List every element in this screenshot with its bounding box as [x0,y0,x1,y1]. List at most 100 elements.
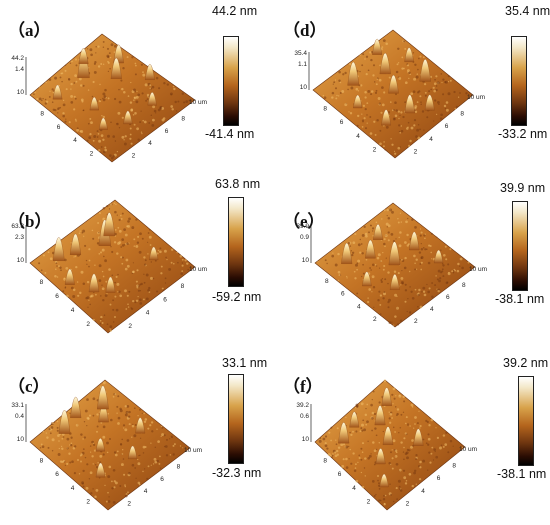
x-tick-label: 8 [181,115,185,122]
x-tick-label: 2 [414,148,418,155]
y-tick-label: 2 [86,498,90,505]
z-tick-label: 0.9 [300,234,309,241]
surface-peak [382,426,394,445]
x-axis-unit: 10 um [189,99,207,106]
color-scale-min: -41.4 nm [205,127,255,141]
x-tick-label: 4 [430,306,434,313]
color-scale-min: -38.1 nm [497,467,547,481]
surface-peak [123,110,133,125]
color-scale-bar [223,36,239,126]
surface-mesh [29,379,191,511]
z-tick-label: 44.2 [11,55,24,62]
z-tick-label: 10 [17,436,25,443]
panel-label: （c） [8,377,50,396]
z-tick-label: 39.9 [296,223,309,230]
y-tick-label: 8 [40,458,44,465]
y-tick-label: 4 [71,307,75,314]
surface-peak [373,224,383,240]
color-scale-min: -59.2 nm [212,290,262,304]
afm-surface-plot: 44.2 1.4 10 2 4 6 8 2 4 6 8 10 um [11,33,207,163]
surface-peak [78,48,89,64]
z-tick-label: 63.8 [11,223,24,230]
x-tick-label: 6 [165,128,169,135]
x-tick-label: 6 [160,476,164,483]
afm-surface-plot: 39.2 0.6 10 2 4 6 8 2 4 6 8 10 um [296,379,477,511]
x-tick-label: 4 [421,488,425,495]
panel-f: （f） 39.2 0.6 10 2 4 6 8 2 4 6 8 10 um 39.2 nm -38.1… [275,350,550,525]
panel-a: （a） 44.2 1.4 10 2 4 6 8 2 4 6 8 10 um 44.2 nm -41.4… [0,0,275,175]
color-scale-min: -38.1 nm [495,292,545,306]
x-tick-label: 4 [146,310,150,317]
surface-peak [144,64,155,80]
x-tick-label: 6 [163,296,167,303]
surface-peak [58,410,71,434]
y-tick-label: 2 [86,321,90,328]
panel-label: （b） [8,212,52,231]
color-scale-bar [511,36,527,126]
z-tick-label: 2.3 [15,234,24,241]
y-tick-label: 2 [373,316,377,323]
surface-peak [374,405,386,426]
surface-peak [381,109,392,126]
x-axis-unit: 10 um [184,447,202,454]
afm-surface-plot: 35.4 1.1 10 2 4 6 8 2 4 6 8 10 um [294,29,485,159]
color-scale-max: 63.8 nm [215,177,261,191]
y-tick-label: 4 [73,137,77,144]
surface-peak [97,385,109,410]
surface-peak [353,94,363,109]
surface-peak [409,231,420,251]
surface-mesh [29,199,196,334]
color-scale-max: 39.9 nm [500,181,546,195]
color-scale-max: 44.2 nm [212,4,258,18]
y-tick-label: 4 [352,485,356,492]
x-tick-label: 6 [445,123,449,130]
color-scale-bar [512,201,528,291]
surface-peak [105,276,116,293]
panel-b: （b） 63.8 2.3 10 2 4 6 8 2 4 6 8 10 um 63.8 nm -59.2… [0,175,275,350]
y-tick-label: 6 [57,124,61,131]
panel-label: （f） [283,377,323,396]
x-tick-label: 2 [127,501,131,508]
surface-peak [147,92,157,106]
x-tick-label: 4 [148,140,152,147]
surface-peak [127,445,138,460]
y-tick-label: 6 [340,119,344,126]
z-tick-label: 0.4 [15,413,24,420]
x-tick-label: 4 [429,136,433,143]
surface-peak [64,268,75,285]
y-tick-label: 8 [325,278,329,285]
surface-peak [419,59,431,82]
x-tick-label: 8 [460,111,464,118]
y-tick-label: 8 [40,279,44,286]
surface-peak [89,96,99,111]
surface-peak [52,237,65,261]
x-axis-unit: 10 um [189,266,207,273]
color-scale-bar [518,376,534,466]
z-tick-label: 1.4 [15,66,24,73]
x-tick-label: 2 [128,323,132,330]
surface-peak [95,462,106,478]
z-tick-label: 1.1 [298,61,307,68]
color-scale-max: 35.4 nm [505,4,550,18]
surface-peak [52,84,63,100]
panel-c: （c） 33.1 0.4 10 2 4 6 8 2 4 6 8 10 um 33.1 nm -32.3… [0,350,275,525]
color-scale-max: 39.2 nm [503,356,549,370]
y-tick-label: 6 [55,471,59,478]
surface-peak [149,246,159,261]
surface-peak [372,38,383,55]
y-tick-label: 4 [356,133,360,140]
color-scale-min: -33.2 nm [498,127,548,141]
surface-peak [349,411,360,428]
surface-mesh [29,33,196,163]
surface-peak [110,57,122,79]
surface-peak [103,212,116,237]
y-tick-label: 6 [338,471,342,478]
surface-peak [98,117,108,130]
surface-peak [375,448,386,465]
y-tick-label: 8 [323,106,327,113]
afm-surface-plot: 63.8 2.3 10 2 4 6 8 2 4 6 8 10 um [11,199,207,334]
surface-peak [379,52,391,75]
surface-peak [341,242,353,264]
x-tick-label: 2 [132,153,136,160]
surface-peak [389,274,400,290]
